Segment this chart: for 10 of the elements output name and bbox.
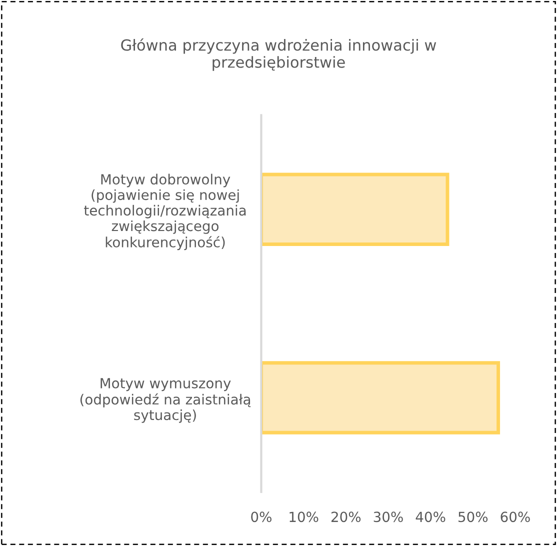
- x-tick-label: 60%: [500, 512, 530, 522]
- x-tick-label: 40%: [416, 512, 446, 522]
- x-tick-label: 20%: [331, 512, 361, 522]
- x-tick-label: 0%: [251, 512, 272, 522]
- y-tick-label: Motyw dobrowolny (pojawienie się nowej technologii/rozwiązania zwiększającego konkurencyjność): [84, 174, 246, 250]
- x-tick-label: 10%: [290, 512, 318, 522]
- x-tick-label: 30%: [374, 512, 403, 522]
- x-tick-label: 50%: [458, 512, 488, 522]
- chart-title: Główna przyczyna wdrożenia innowacji w przedsiębiorstwie: [121, 38, 436, 71]
- y-tick-label: Motyw wymuszony (odpowiedź na zaistniałą sytuację): [80, 378, 251, 423]
